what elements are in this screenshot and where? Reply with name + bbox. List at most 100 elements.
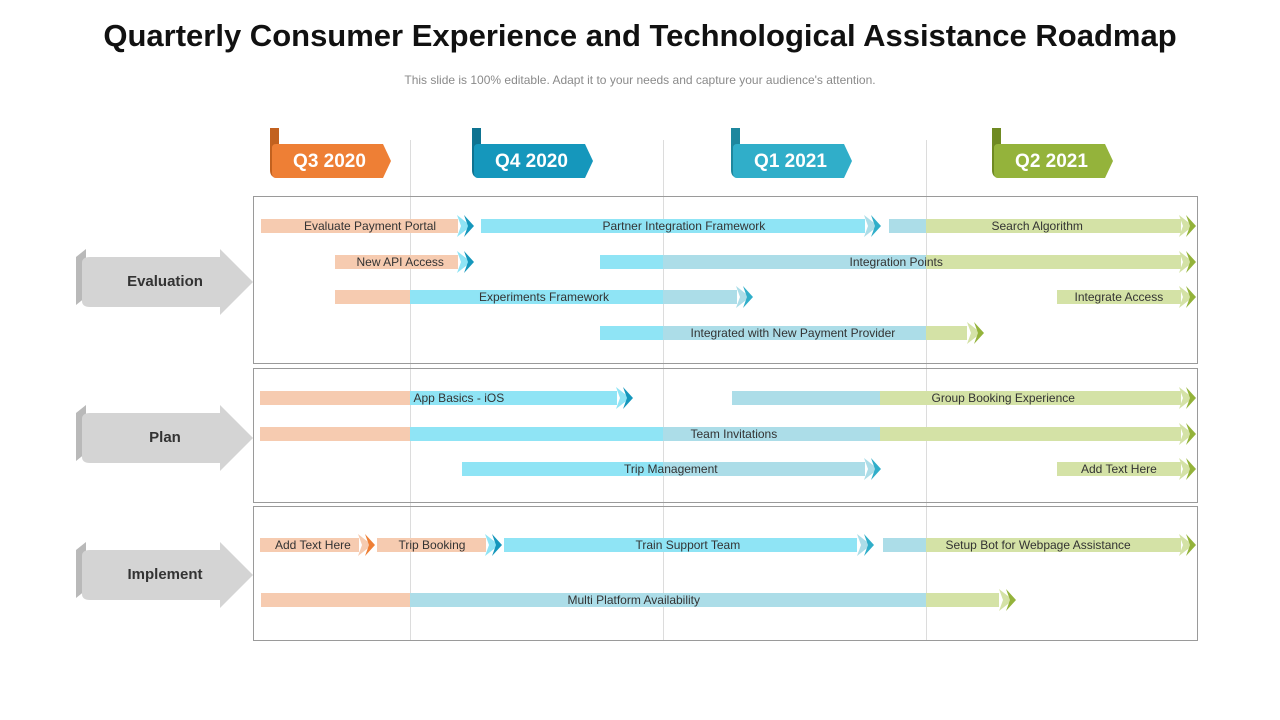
section-arrow-shape — [76, 542, 253, 608]
bar-arrowhead-chevron — [464, 251, 474, 273]
bar-arrowhead-fill — [358, 534, 372, 556]
bar-add-text-here-implement: Add Text Here — [260, 534, 376, 556]
bar-segment — [410, 391, 617, 405]
bar-shape — [260, 423, 1196, 445]
bar-label: Train Support Team — [635, 538, 741, 552]
bar-segment — [600, 255, 663, 269]
bar-arrowhead-chevron — [1186, 423, 1196, 445]
bar-segment — [663, 290, 737, 304]
bar-arrowhead-chevron — [1006, 589, 1016, 611]
bar-team-invitations: Team Invitations — [260, 423, 1197, 445]
bar-arrowhead-fill — [967, 322, 981, 344]
bar-shape — [260, 387, 633, 409]
bar-shape — [1057, 286, 1196, 308]
bar-segment — [663, 326, 926, 340]
bar-segment — [1057, 290, 1181, 304]
bar-segment — [926, 255, 1181, 269]
quarter-divider-line — [663, 140, 664, 640]
bar-arrowhead-fill — [1179, 458, 1193, 480]
bar-arrowhead-fill — [864, 458, 878, 480]
bar-arrowhead-chevron — [623, 387, 633, 409]
bar-segment — [462, 462, 663, 476]
bar-arrowhead-chevron — [1186, 387, 1196, 409]
bar-label: Integrate Access — [1074, 290, 1164, 304]
bar-integrate-access: Integrate Access — [1057, 286, 1197, 308]
bar-evaluate-payment-portal: Evaluate Payment Portal — [261, 215, 475, 237]
bar-segment — [377, 538, 486, 552]
bar-arrowhead-fill — [999, 589, 1013, 611]
bar-search-algorithm: Search Algorithm — [889, 215, 1197, 237]
bar-shape — [600, 251, 1196, 273]
bar-arrowhead-chevron — [871, 215, 881, 237]
bar-arrowhead-fill — [457, 251, 471, 273]
bar-arrowhead-fill — [457, 215, 471, 237]
bar-arrowhead-fill — [1179, 286, 1193, 308]
bar-label: Trip Management — [624, 462, 718, 476]
bar-shape — [481, 215, 881, 237]
quarter-label: Q3 2020 — [293, 151, 366, 172]
bar-label: Team Invitations — [690, 427, 778, 441]
bar-shape — [335, 251, 474, 273]
bar-arrowhead-chevron — [1186, 458, 1196, 480]
section-panel-1 — [253, 368, 1198, 503]
section-label-text: Plan — [149, 429, 181, 446]
quarter-flag-shape — [731, 128, 852, 178]
bar-arrowhead-chevron — [743, 286, 753, 308]
section-label-text: Implement — [127, 566, 203, 583]
bar-label: Trip Booking — [398, 538, 466, 552]
quarter-header-2: Q4 2020 — [472, 128, 594, 180]
quarter-label: Q1 2021 — [754, 151, 827, 172]
bar-segment — [926, 538, 1181, 552]
section-label-plan: Plan — [76, 405, 254, 471]
bar-shape — [732, 387, 1196, 409]
bar-segment — [335, 290, 410, 304]
bar-segment — [260, 391, 410, 405]
bar-segment — [410, 290, 663, 304]
bar-arrowhead-chevron — [1186, 251, 1196, 273]
bar-add-text-here-plan: Add Text Here — [1057, 458, 1197, 480]
bar-arrowhead-chevron — [1186, 534, 1196, 556]
quarter-divider-line — [926, 140, 927, 640]
bar-integrated-new-payment-provider: Integrated with New Payment Provider — [600, 322, 985, 344]
bar-label: Integrated with New Payment Provider — [690, 326, 896, 340]
bar-segment — [663, 255, 926, 269]
bar-arrowhead-chevron — [1186, 215, 1196, 237]
bar-shape — [335, 286, 753, 308]
bar-label: Multi Platform Availability — [567, 593, 701, 607]
bar-label: Add Text Here — [1081, 462, 1157, 476]
bar-trip-management: Trip Management — [462, 458, 882, 480]
section-arrow-shape — [76, 249, 253, 315]
bar-app-basics-ios: App Basics - iOS — [260, 387, 634, 409]
bar-arrowhead-fill — [1179, 251, 1193, 273]
bar-arrowhead-fill — [1179, 387, 1193, 409]
bar-multi-platform-availability: Multi Platform Availability — [261, 589, 1017, 611]
bar-segment — [880, 427, 1181, 441]
bar-arrowhead-fill — [857, 534, 871, 556]
quarter-header-3: Q1 2021 — [731, 128, 853, 180]
bar-label: Experiments Framework — [479, 290, 610, 304]
bar-segment — [600, 326, 663, 340]
bar-train-support-team: Train Support Team — [504, 534, 875, 556]
bar-segment — [732, 391, 880, 405]
bar-arrowhead-fill — [1179, 215, 1193, 237]
bar-shape — [883, 534, 1196, 556]
bar-segment — [410, 427, 663, 441]
bar-shape — [377, 534, 502, 556]
section-label-implement: Implement — [76, 542, 254, 608]
bar-label: Search Algorithm — [991, 219, 1083, 233]
bar-label: Add Text Here — [275, 538, 351, 552]
bar-segment — [261, 593, 410, 607]
bar-integration-points: Integration Points — [600, 251, 1197, 273]
bar-segment — [926, 593, 999, 607]
bar-segment — [880, 391, 1181, 405]
bar-arrowhead-fill — [616, 387, 630, 409]
bar-shape — [261, 215, 474, 237]
quarter-header-1: Q3 2020 — [270, 128, 392, 180]
bar-shape — [1057, 458, 1196, 480]
bar-group-booking-experience: Group Booking Experience — [732, 387, 1197, 409]
bar-segment — [410, 593, 926, 607]
section-panel-0 — [253, 196, 1198, 364]
quarter-flag-shape — [472, 128, 593, 178]
quarter-divider-line — [410, 140, 411, 640]
bar-arrowhead-fill — [1179, 534, 1193, 556]
